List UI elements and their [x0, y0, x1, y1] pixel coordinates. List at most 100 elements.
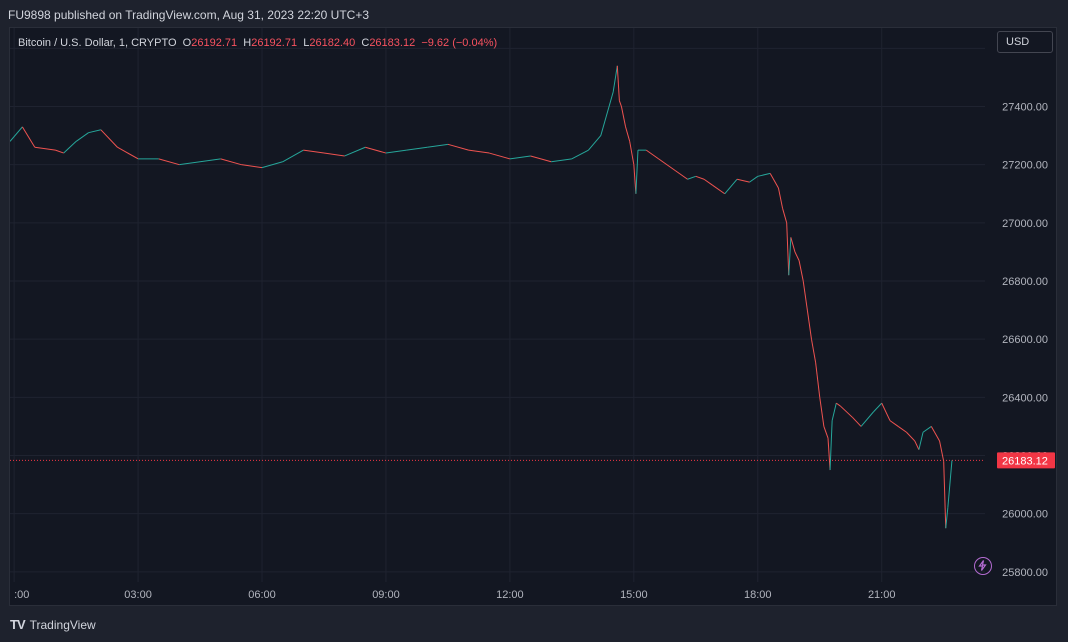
- price-segment: [625, 126, 631, 142]
- last-price-badge-bg: [997, 452, 1055, 469]
- price-segment: [852, 417, 862, 427]
- currency-button[interactable]: USD: [997, 31, 1053, 53]
- x-tick-label: 21:00: [868, 589, 896, 601]
- price-segment: [922, 426, 932, 433]
- price-segment: [303, 149, 325, 154]
- price-segment: [344, 146, 366, 157]
- price-segment: [551, 158, 572, 163]
- price-segment: [769, 173, 779, 189]
- last-price-label: 26183.12: [1002, 455, 1048, 467]
- open-label: O: [182, 37, 192, 49]
- tradingview-logo-icon[interactable]: TV: [10, 617, 26, 632]
- price-segment: [873, 402, 883, 413]
- price-segment: [914, 440, 920, 450]
- price-segment: [618, 100, 622, 107]
- price-segment: [939, 440, 945, 462]
- price-segment: [831, 403, 837, 421]
- price-segment: [777, 187, 784, 209]
- price-segment: [918, 432, 924, 450]
- price-segment: [889, 420, 899, 427]
- price-chart[interactable]: 27600.0027400.0027200.0027000.0026800.00…: [10, 28, 1057, 606]
- price-segment: [427, 143, 448, 148]
- price-segment: [687, 175, 696, 180]
- price-segment: [629, 141, 635, 165]
- price-segment: [21, 126, 36, 148]
- chart-panel[interactable]: 27600.0027400.0027200.0027000.0026800.00…: [9, 27, 1057, 606]
- price-segment: [468, 149, 490, 154]
- price-segment: [782, 208, 788, 223]
- price-segment: [447, 143, 469, 151]
- price-segment: [810, 339, 817, 363]
- price-segment: [88, 129, 102, 134]
- price-segment: [790, 237, 796, 253]
- price-segment: [802, 280, 808, 311]
- x-tick-label: 09:00: [372, 589, 400, 601]
- price-segment: [819, 397, 825, 427]
- price-segment: [75, 132, 89, 142]
- price-segment: [571, 149, 589, 160]
- price-segment: [930, 426, 940, 442]
- y-axis: 27600.0027400.0027200.0027000.0026800.00…: [1002, 43, 1048, 578]
- price-segment: [794, 251, 800, 261]
- price-segment: [220, 158, 242, 166]
- price-segment: [588, 135, 602, 151]
- price-segment: [823, 426, 829, 439]
- price-segment: [633, 164, 637, 194]
- price-segment: [786, 222, 790, 276]
- price-segment: [635, 150, 639, 194]
- price-segment: [323, 152, 345, 157]
- low-label: L: [303, 37, 310, 49]
- price-segment: [798, 260, 804, 282]
- x-tick-label: 12:00: [496, 589, 524, 601]
- high-label: H: [243, 37, 252, 49]
- price-segment: [757, 172, 771, 177]
- price-series: [10, 65, 953, 529]
- symbol-name[interactable]: Bitcoin / U.S. Dollar, 1, CRYPTO: [18, 37, 177, 49]
- price-segment: [737, 178, 750, 183]
- price-segment: [749, 175, 759, 183]
- x-tick-label: 18:00: [744, 589, 772, 601]
- price-segment: [55, 149, 64, 154]
- footer: TV TradingView: [10, 617, 96, 632]
- price-segment: [530, 155, 552, 163]
- price-segment: [674, 170, 688, 180]
- price-segment: [943, 461, 947, 529]
- price-segment: [100, 129, 118, 148]
- y-tick-label: 27000.00: [1002, 218, 1048, 230]
- y-tick-label: 26000.00: [1002, 509, 1048, 521]
- x-tick-label: 06:00: [248, 589, 276, 601]
- open-value: 26192.71: [191, 37, 238, 49]
- price-segment: [282, 149, 304, 163]
- close-value: 26183.12: [369, 37, 416, 49]
- footer-brand[interactable]: TradingView: [29, 617, 96, 632]
- price-segment: [365, 146, 387, 154]
- y-tick-label: 26800.00: [1002, 276, 1048, 288]
- price-segment: [860, 411, 874, 427]
- price-segment: [829, 420, 833, 471]
- x-axis: :00 03:00 06:00 09:00 12:00 15:00 18:00 21:00: [14, 589, 895, 601]
- price-segment: [703, 178, 713, 186]
- price-segment: [117, 146, 139, 160]
- price-segment: [712, 184, 726, 195]
- price-segment: [489, 152, 511, 160]
- price-segment: [658, 158, 676, 171]
- lightning-icon[interactable]: [974, 557, 992, 575]
- price-segment: [600, 91, 614, 136]
- price-segment: [385, 149, 407, 154]
- publish-caption: FU9898 published on TradingView.com, Aug…: [8, 8, 370, 22]
- price-segment: [199, 158, 221, 163]
- y-tick-label: 27200.00: [1002, 160, 1048, 172]
- price-segment: [616, 65, 620, 101]
- ohlc-legend: Bitcoin / U.S. Dollar, 1, CRYPTO O26192.…: [18, 37, 497, 49]
- price-segment: [945, 507, 949, 529]
- price-segment: [34, 146, 56, 151]
- price-segment: [724, 178, 738, 195]
- price-segment: [881, 402, 891, 421]
- price-segment: [620, 106, 627, 127]
- price-segment: [158, 158, 180, 166]
- price-segment: [947, 460, 953, 508]
- grid: [10, 28, 985, 582]
- y-tick-label: 26600.00: [1002, 334, 1048, 346]
- x-tick-label: 03:00: [124, 589, 152, 601]
- y-tick-label: 25800.00: [1002, 567, 1048, 579]
